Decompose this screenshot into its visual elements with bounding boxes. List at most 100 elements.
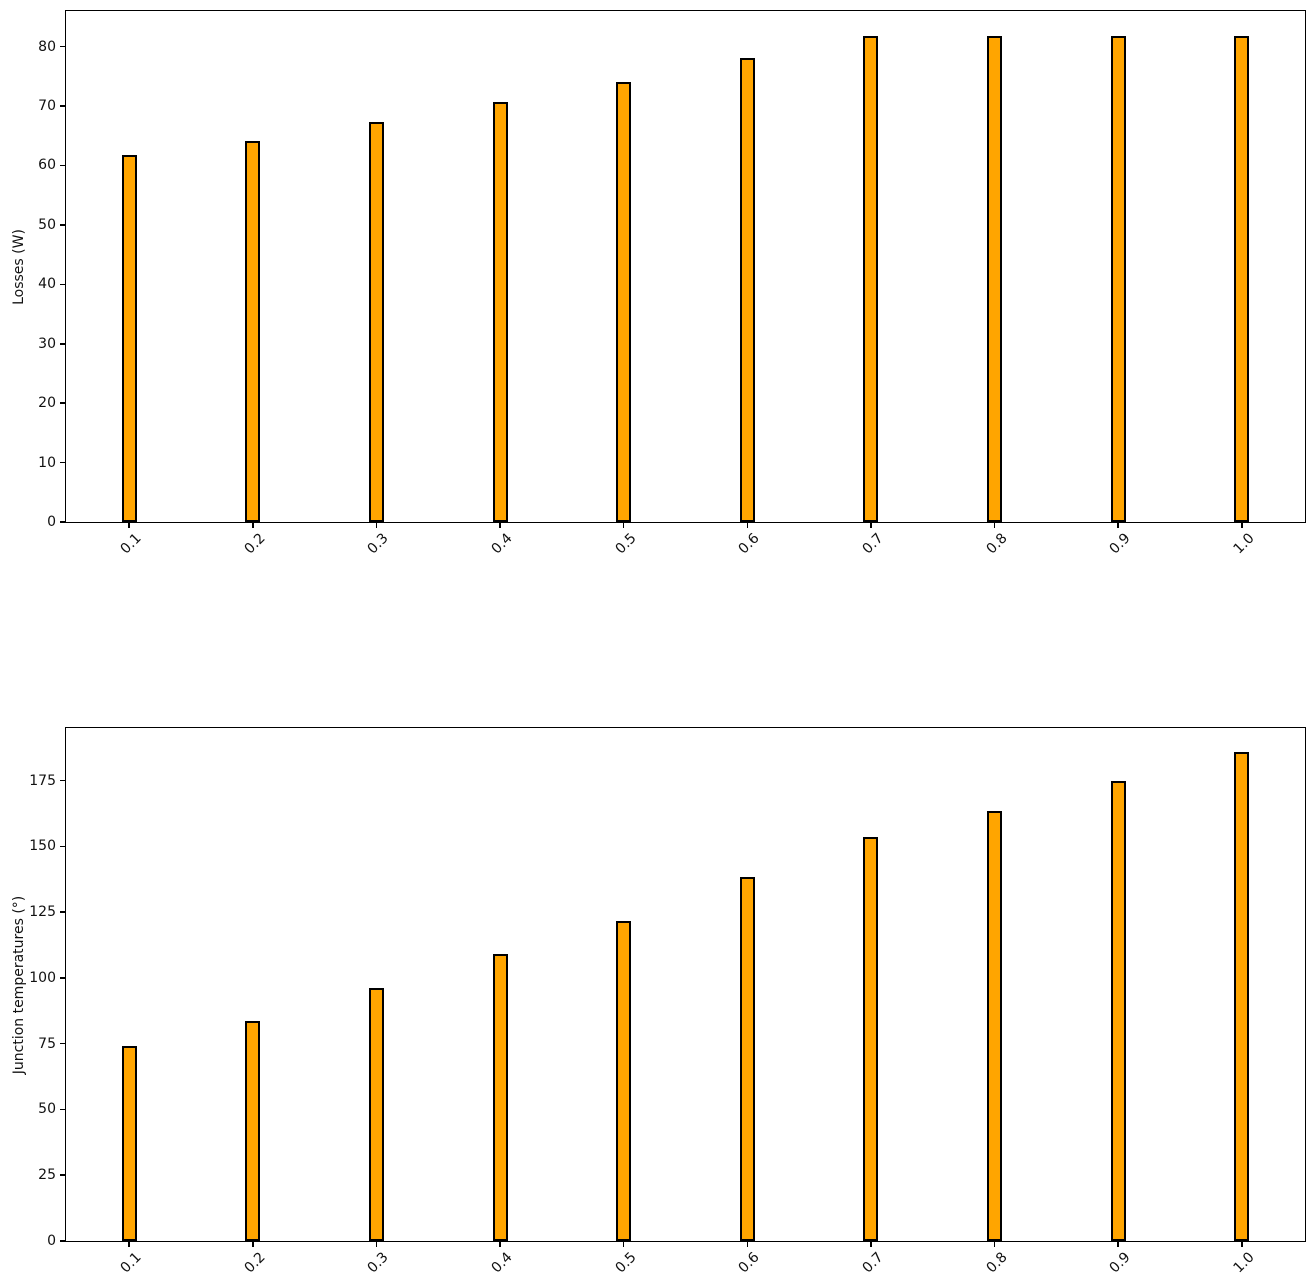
y-tick-mark bbox=[60, 779, 66, 782]
y-tick-mark bbox=[60, 342, 66, 345]
x-tick-mark bbox=[622, 522, 625, 528]
x-tick-mark bbox=[1117, 1241, 1119, 1247]
y-tick-label: 40 bbox=[38, 276, 56, 293]
bar-0.7 bbox=[863, 837, 879, 1241]
bar-0.9 bbox=[1110, 781, 1126, 1241]
x-tick-mark bbox=[746, 1241, 749, 1247]
y-axis-label: Losses (W) bbox=[11, 228, 27, 305]
bar-0.3 bbox=[368, 122, 384, 522]
bar-0.1 bbox=[121, 1046, 137, 1241]
x-tick-mark bbox=[1241, 1241, 1243, 1247]
plot-area: 0 10 20 30 40 50 60 70 80 0.1 0.2 0.3 0.4 0.5 0.6 0.7 0.… bbox=[38, 10, 1306, 557]
x-tick-label: 0.9 bbox=[1106, 1249, 1134, 1277]
x-tick-label: 0.6 bbox=[735, 1249, 763, 1277]
y-tick-mark bbox=[60, 402, 66, 404]
x-tick-label: 0.5 bbox=[612, 1249, 640, 1277]
x-tick-label: 0.2 bbox=[241, 1249, 269, 1277]
y-tick-label: 0 bbox=[47, 1233, 56, 1249]
y-tick-mark bbox=[60, 1174, 66, 1177]
y-tick-label: 80 bbox=[38, 38, 56, 55]
bar-0.5 bbox=[616, 81, 632, 522]
x-tick-mark bbox=[252, 1241, 254, 1247]
y-tick-label: 30 bbox=[38, 335, 56, 352]
x-tick-label: 0.7 bbox=[859, 1249, 887, 1277]
junction-temperatures-bar-chart: Junction temperatures (°) 0 25 50 75 100 125 1… bbox=[11, 727, 1306, 1276]
bar-0.7 bbox=[863, 35, 879, 522]
bar-1.0 bbox=[1234, 35, 1250, 522]
y-tick-mark bbox=[60, 845, 66, 848]
bar-0.2 bbox=[245, 1020, 261, 1241]
x-tick-mark bbox=[870, 1241, 872, 1247]
x-tick-label: 0.4 bbox=[488, 1249, 516, 1277]
x-tick-label: 0.7 bbox=[859, 530, 887, 558]
bar-0.9 bbox=[1110, 35, 1126, 522]
bar-0.4 bbox=[492, 101, 508, 522]
bar-1.0 bbox=[1234, 752, 1250, 1241]
x-tick-mark bbox=[993, 1241, 996, 1247]
y-tick-mark bbox=[60, 1108, 66, 1111]
y-tick-label: 70 bbox=[38, 98, 56, 115]
x-tick-mark bbox=[746, 522, 749, 528]
x-tick-mark bbox=[375, 522, 378, 528]
x-tick-label: 0.3 bbox=[364, 530, 393, 558]
y-tick-mark bbox=[60, 1240, 66, 1242]
y-tick-mark bbox=[60, 164, 66, 167]
bar-0.4 bbox=[492, 953, 508, 1241]
plot-area: 0 25 50 75 100 125 150 175 0.1 0.2 0.3 0.4 0.5 0.6 0.7… bbox=[29, 727, 1306, 1276]
x-tick-mark bbox=[1241, 522, 1243, 528]
x-tick-mark bbox=[128, 1241, 130, 1247]
x-tick-mark bbox=[375, 1241, 378, 1247]
bar-0.2 bbox=[245, 140, 261, 522]
y-tick-mark bbox=[60, 283, 66, 286]
x-tick-mark bbox=[499, 1241, 501, 1247]
y-tick-label: 175 bbox=[29, 772, 56, 789]
y-tick-label: 50 bbox=[38, 1101, 56, 1118]
x-tick-mark bbox=[1117, 522, 1119, 528]
x-tick-label: 0.8 bbox=[983, 1249, 1011, 1277]
x-tick-mark bbox=[499, 522, 501, 528]
y-tick-label: 25 bbox=[38, 1167, 56, 1184]
y-tick-mark bbox=[60, 224, 66, 226]
x-tick-mark bbox=[993, 522, 996, 528]
x-tick-label: 0.5 bbox=[612, 530, 640, 558]
y-tick-label: 10 bbox=[38, 454, 56, 471]
y-tick-label: 75 bbox=[38, 1035, 56, 1052]
bar-0.1 bbox=[121, 155, 137, 522]
y-tick-mark bbox=[60, 461, 66, 464]
y-tick-mark bbox=[60, 977, 66, 979]
x-tick-mark bbox=[870, 522, 872, 528]
x-tick-label: 1.0 bbox=[1230, 1249, 1258, 1277]
x-tick-label: 0.2 bbox=[241, 530, 269, 558]
bar-0.6 bbox=[739, 877, 755, 1241]
y-tick-mark bbox=[60, 1042, 66, 1045]
y-tick-mark bbox=[60, 45, 66, 48]
y-tick-label: 100 bbox=[29, 969, 56, 986]
bar-0.6 bbox=[739, 57, 755, 522]
x-tick-mark bbox=[128, 522, 130, 528]
x-tick-label: 0.8 bbox=[983, 530, 1011, 558]
y-tick-mark bbox=[60, 105, 66, 107]
x-tick-mark bbox=[252, 522, 254, 528]
y-tick-mark bbox=[60, 521, 66, 523]
y-tick-label: 125 bbox=[29, 904, 56, 921]
x-tick-label: 0.1 bbox=[117, 530, 145, 558]
bar-0.8 bbox=[987, 810, 1003, 1241]
y-tick-label: 0 bbox=[47, 514, 56, 530]
y-tick-label: 50 bbox=[38, 216, 56, 233]
bar-0.8 bbox=[987, 35, 1003, 522]
x-tick-label: 0.6 bbox=[735, 530, 763, 558]
losses-bar-chart: Losses (W) 0 10 20 30 40 50 60 70 80 0.1 0.2 0.3 0.4… bbox=[11, 10, 1306, 557]
x-tick-label: 0.1 bbox=[117, 1249, 145, 1277]
y-tick-mark bbox=[60, 911, 66, 913]
bar-0.3 bbox=[368, 988, 384, 1241]
y-tick-label: 150 bbox=[29, 838, 56, 855]
x-tick-label: 0.9 bbox=[1106, 530, 1134, 558]
y-tick-label: 60 bbox=[38, 157, 56, 174]
bar-0.5 bbox=[616, 920, 632, 1241]
x-tick-mark bbox=[622, 1241, 625, 1247]
x-tick-label: 1.0 bbox=[1230, 530, 1258, 558]
x-tick-label: 0.3 bbox=[364, 1249, 393, 1277]
x-tick-label: 0.4 bbox=[488, 530, 516, 558]
y-tick-label: 20 bbox=[38, 395, 56, 412]
